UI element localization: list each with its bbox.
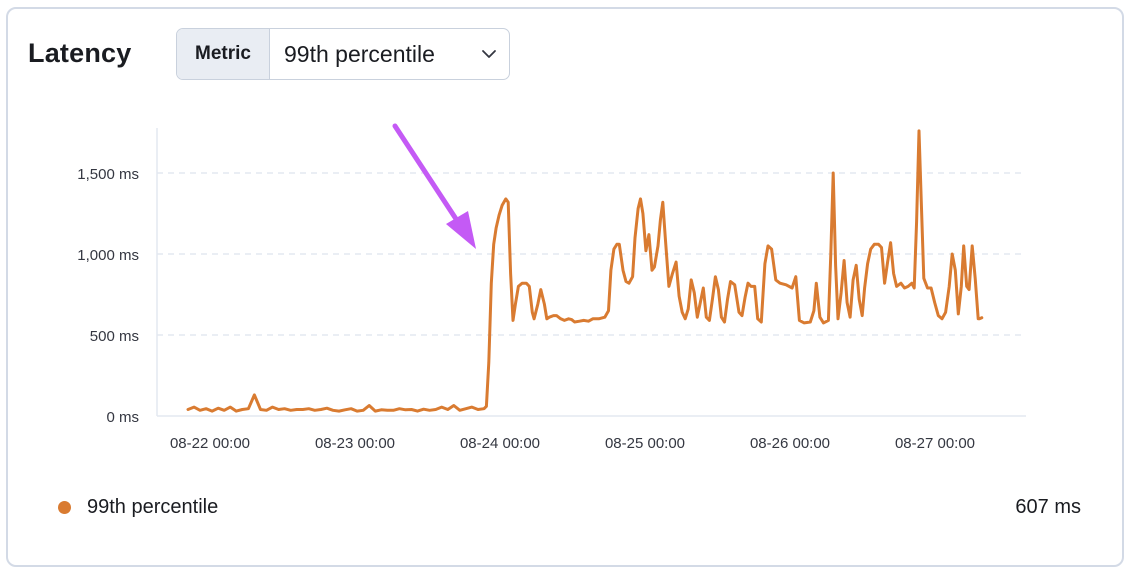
y-axis-tick-labels: 0 ms 500 ms 1,000 ms 1,500 ms bbox=[77, 166, 139, 426]
chart-legend[interactable]: 99th percentile bbox=[58, 496, 218, 519]
y-tick-label: 1,000 ms bbox=[77, 247, 139, 264]
x-tick-label: 08-23 00:00 bbox=[315, 435, 395, 452]
x-tick-label: 08-24 00:00 bbox=[460, 435, 540, 452]
panel-title: Latency bbox=[28, 38, 132, 68]
metric-select[interactable]: Metric 99th percentile bbox=[176, 28, 510, 80]
chart-gridlines bbox=[157, 172, 1026, 336]
legend-series-label: 99th percentile bbox=[87, 496, 219, 518]
latency-panel bbox=[6, 7, 1124, 567]
y-tick-label: 500 ms bbox=[90, 328, 139, 345]
metric-select-value: 99th percentile bbox=[284, 40, 435, 67]
x-tick-label: 08-26 00:00 bbox=[750, 435, 830, 452]
metric-select-label: Metric bbox=[177, 29, 270, 79]
x-tick-label: 08-27 00:00 bbox=[895, 435, 975, 452]
chevron-down-icon[interactable] bbox=[469, 29, 509, 79]
legend-color-dot bbox=[58, 501, 71, 514]
x-tick-label: 08-22 00:00 bbox=[170, 435, 250, 452]
x-axis-tick-labels: 08-22 00:00 08-23 00:00 08-24 00:00 08-25 0… bbox=[170, 435, 975, 452]
y-tick-label: 1,500 ms bbox=[77, 166, 139, 183]
series-line-99th-percentile bbox=[186, 129, 984, 413]
x-tick-label: 08-25 00:00 bbox=[605, 435, 685, 452]
annotation-arrow-icon bbox=[392, 123, 476, 249]
legend-current-value: 607 ms bbox=[1015, 496, 1081, 518]
y-tick-label: 0 ms bbox=[106, 409, 139, 426]
